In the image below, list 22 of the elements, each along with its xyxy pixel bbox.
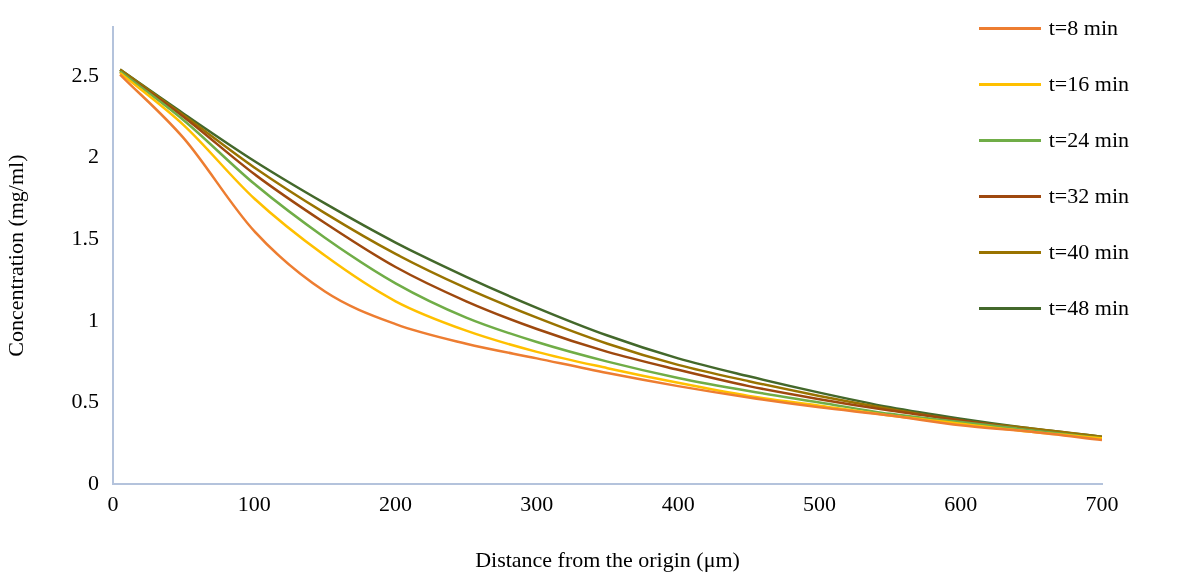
y-tick-label: 2 xyxy=(88,143,99,169)
legend-label: t=48 min xyxy=(1048,295,1129,321)
x-tick-label: 500 xyxy=(802,490,836,516)
x-tick-label: 200 xyxy=(379,490,413,516)
y-tick-label: 1.5 xyxy=(71,225,99,251)
x-tick-label: 700 xyxy=(1085,490,1119,516)
legend-label: t=24 min xyxy=(1048,127,1129,153)
legend-label: t=32 min xyxy=(1048,183,1129,209)
x-tick-label: 0 xyxy=(107,490,119,516)
x-tick-label: 300 xyxy=(520,490,554,516)
x-tick-label: 100 xyxy=(237,490,271,516)
y-tick-label: 1 xyxy=(88,306,99,332)
y-axis-title: Concentration (mg/ml) xyxy=(2,154,28,357)
x-tick-label: 600 xyxy=(944,490,978,516)
y-tick-label: 0 xyxy=(88,469,99,495)
x-axis-title: Distance from the origin (μm) xyxy=(475,546,740,572)
y-tick-label: 2.5 xyxy=(71,61,99,87)
legend-label: t=40 min xyxy=(1048,239,1129,265)
legend-label: t=16 min xyxy=(1048,71,1129,97)
x-tick-label: 400 xyxy=(661,490,695,516)
legend-label: t=8 min xyxy=(1048,15,1118,41)
y-tick-label: 0.5 xyxy=(71,388,99,414)
